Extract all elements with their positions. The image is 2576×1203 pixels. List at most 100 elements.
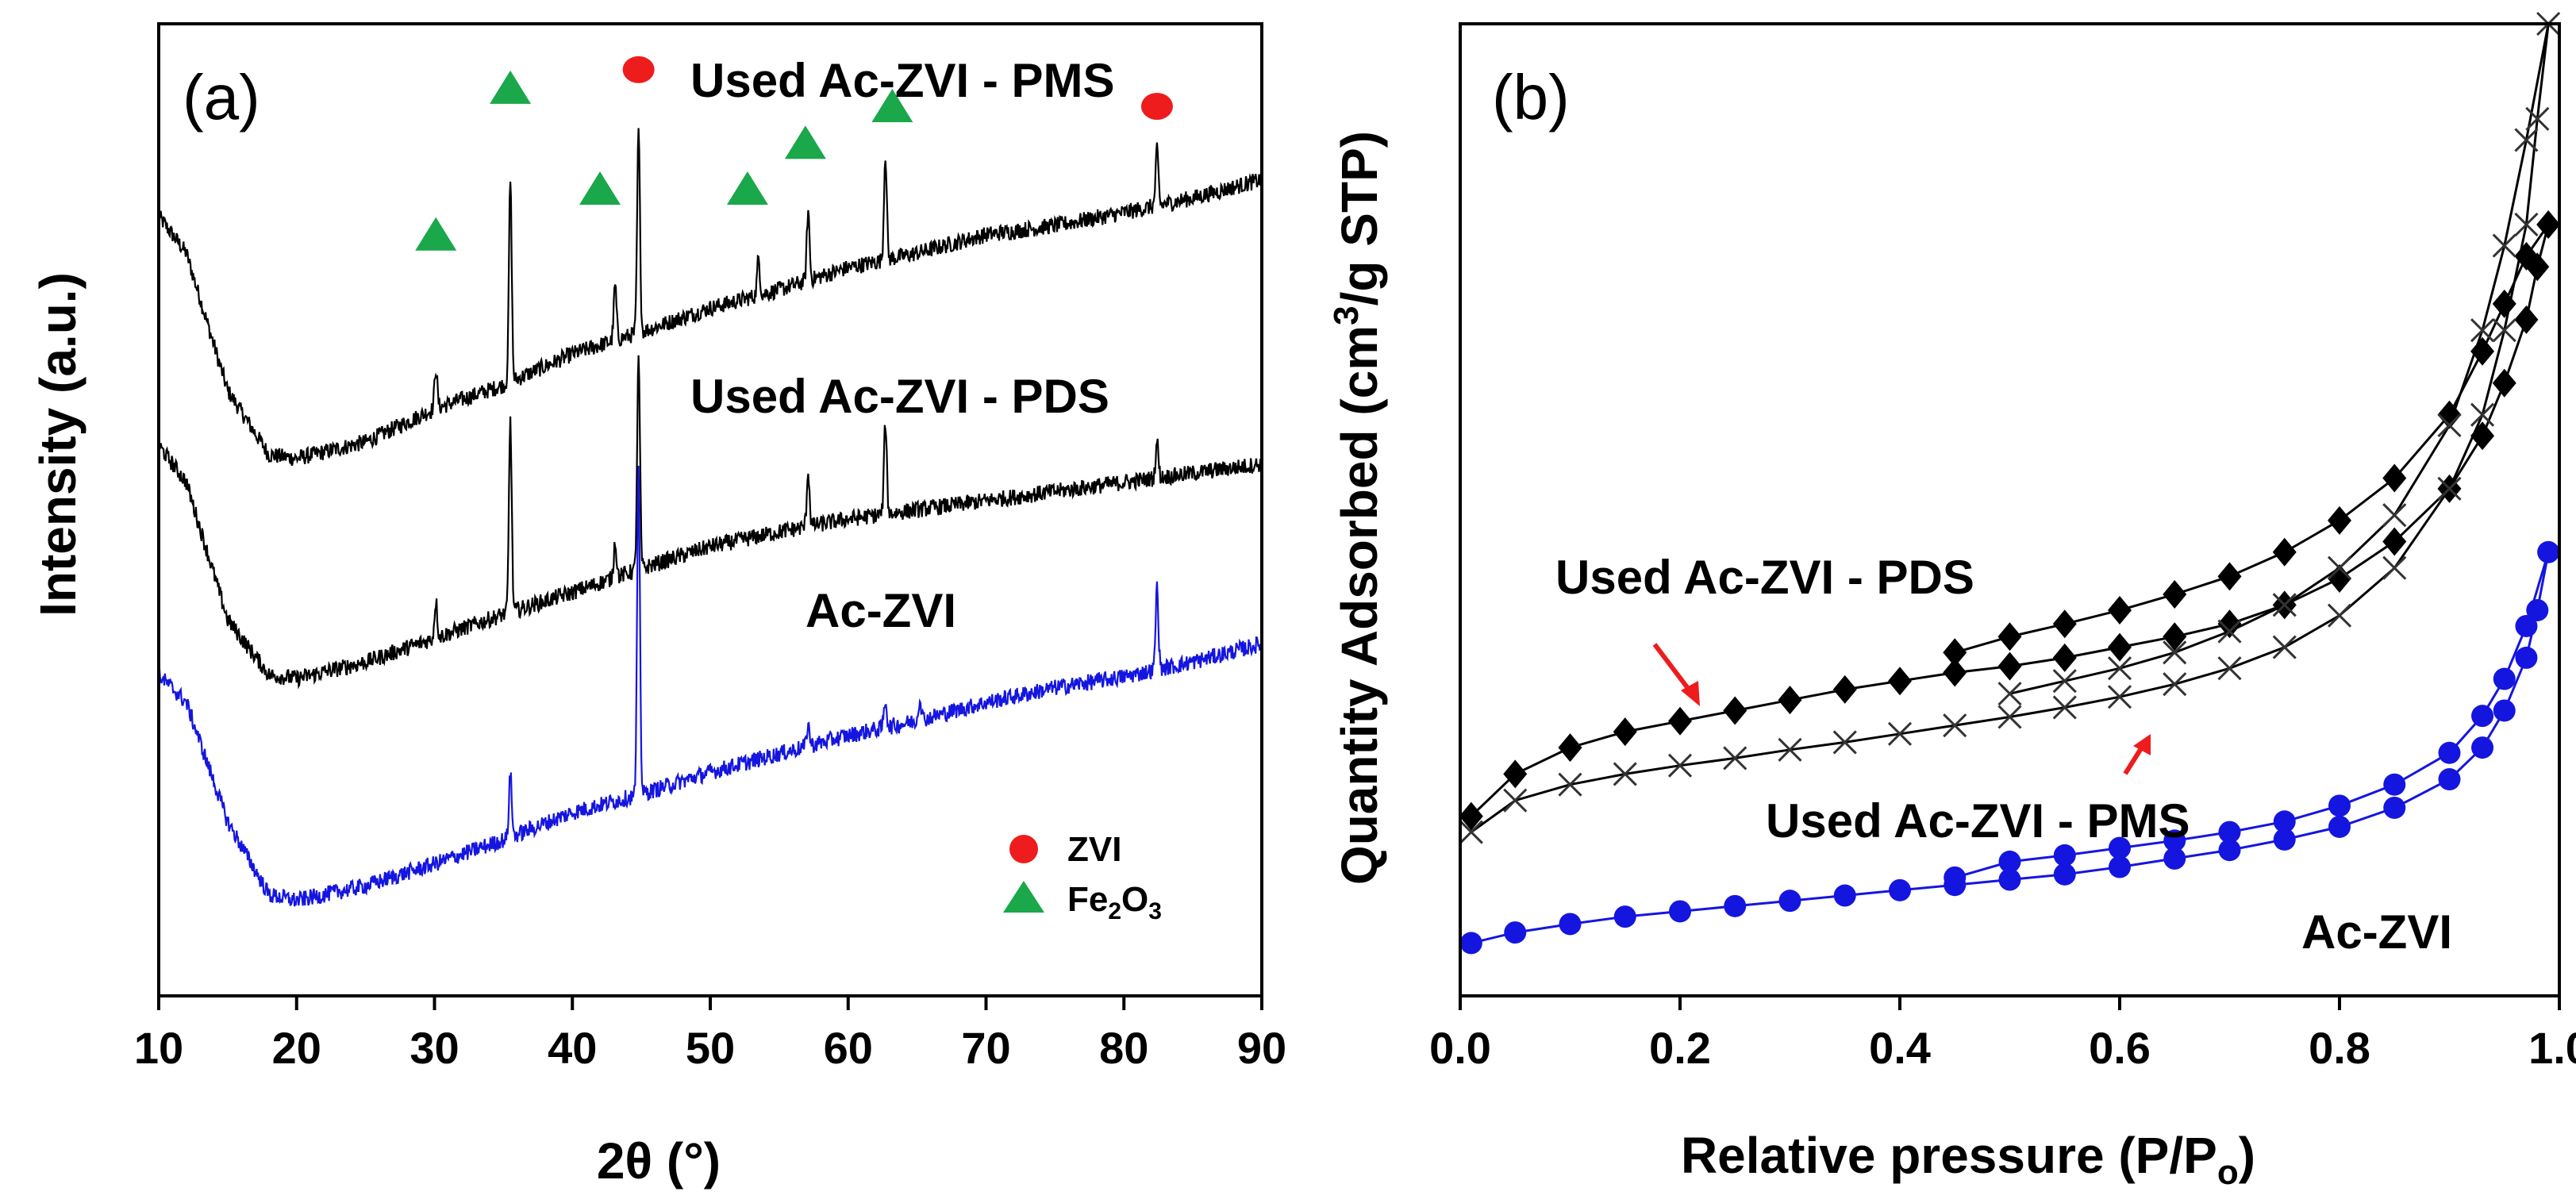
pds-data-point — [2470, 421, 2495, 451]
ac-zvi-data-point — [1559, 913, 1582, 936]
panel-a-peak-markers — [415, 56, 1173, 251]
pds-data-point — [1943, 658, 1967, 687]
ac-zvi-data-point — [2526, 598, 2549, 621]
pms-data-point — [2382, 555, 2407, 580]
ac-zvi-data-point — [1613, 905, 1636, 928]
pms-data-point — [2470, 402, 2495, 427]
x-tick-label: 0.6 — [2089, 1023, 2151, 1073]
ac-zvi-data-point — [1889, 878, 1911, 901]
ac-zvi-data-point — [2163, 847, 2186, 870]
x-tick-label: 50 — [686, 1023, 735, 1073]
ac-zvi-data-point — [2383, 773, 2406, 796]
pms-data-point — [1459, 820, 1483, 844]
fe2o3-peak-marker — [726, 171, 768, 206]
x-tick-label: 70 — [961, 1023, 1010, 1073]
ac-zvi-data-point — [2471, 705, 2494, 728]
pms-data-point — [2272, 635, 2297, 659]
panel-b-frame — [1459, 22, 2561, 997]
pms-data-point — [2163, 640, 2187, 665]
legend-fe2o3-label: Fe2O3 — [1067, 880, 1162, 924]
panel-a-y-axis-label: Intensity (a.u.) — [29, 272, 87, 617]
pds-data-point — [1778, 686, 1802, 715]
ac-zvi-data-point — [2218, 839, 2241, 862]
isotherm-branch-line — [1954, 224, 2550, 654]
x-tick-label: 0.8 — [2309, 1023, 2370, 1073]
pms-data-point — [2272, 593, 2297, 617]
legend-fe2o3-marker — [1003, 881, 1044, 913]
x-tick-label: 30 — [409, 1023, 459, 1073]
ac-zvi-data-point — [2218, 821, 2241, 844]
ac-zvi-data-point — [2493, 699, 2516, 722]
pds-data-point — [2217, 562, 2242, 591]
x-tick-label: 1.0 — [2528, 1023, 2576, 1073]
pms-data-point — [2217, 656, 2242, 681]
pms-data-point — [2492, 318, 2516, 343]
pms-data-point — [1997, 705, 2022, 729]
ac-zvi-data-point — [1504, 921, 1527, 944]
ac-zvi-data-point — [2328, 794, 2351, 817]
pms-data-point — [2514, 212, 2539, 237]
ac-zvi-data-point — [1944, 866, 1967, 889]
pms-data-point — [2107, 685, 2132, 709]
ac-zvi-data-point — [1998, 868, 2021, 891]
ac-zvi-data-point — [2438, 741, 2461, 764]
ac-zvi-data-point — [1459, 932, 1482, 955]
pds-data-point — [2163, 580, 2187, 609]
x-tick-label: 0.2 — [1649, 1023, 1711, 1073]
pds-data-point — [1832, 675, 1857, 704]
pms-data-point — [1943, 713, 1967, 738]
pds-data-point — [1558, 733, 1582, 763]
ac-zvi-data-point — [2109, 855, 2131, 878]
fe2o3-peak-marker — [784, 125, 826, 160]
pds-data-point — [2217, 609, 2242, 639]
pms-data-point — [2492, 233, 2516, 258]
zvi-peak-marker — [1140, 93, 1173, 121]
pds-data-point — [2536, 209, 2561, 239]
panel-b-x-axis-label: Relative pressure (P/Po) — [1681, 1127, 2255, 1192]
arrow-pms — [2123, 744, 2145, 775]
pms-data-point — [2327, 603, 2352, 628]
panel-a-xrd-chart: 10 20 30 40 50 60 70 80 90 (a) Used Ac-ZVI - PMS… — [29, 22, 1286, 1190]
panel-b-series-points — [1459, 11, 2561, 955]
panel-a-legend: ZVI Fe2O3 — [1003, 830, 1162, 924]
ac-zvi-data-point — [2471, 736, 2494, 759]
isotherm-branch-line — [1470, 23, 2550, 833]
panel-a-x-ticks: 10 20 30 40 50 60 70 80 90 — [134, 996, 1286, 1073]
zvi-peak-marker — [622, 56, 655, 83]
pds-data-point — [1723, 696, 1747, 725]
annotation-arrows — [1652, 643, 2151, 775]
x-tick-label: 90 — [1237, 1023, 1286, 1073]
pds-data-point — [1459, 801, 1483, 831]
legend-zvi-label: ZVI — [1067, 830, 1121, 869]
ac-zvi-data-point — [2515, 614, 2538, 637]
pds-data-point — [2492, 289, 2516, 318]
pms-data-point — [2052, 695, 2077, 720]
pds-data-point — [2382, 463, 2407, 493]
pms-data-point — [2052, 669, 2077, 694]
legend-zvi-marker — [1009, 835, 1038, 863]
ac-zvi-data-point — [1778, 890, 1801, 913]
xrd-series-line — [157, 355, 1263, 690]
pds-data-point — [2328, 564, 2351, 594]
ac-zvi-data-point — [2493, 667, 2516, 690]
ac-zvi-data-point — [2053, 844, 2076, 867]
pms-data-point — [1667, 753, 1693, 778]
pms-data-point — [1778, 737, 1802, 762]
pms-data-point — [1558, 772, 1582, 797]
pms-data-point — [2514, 128, 2539, 152]
pds-data-point — [1888, 667, 1912, 696]
pds-data-point — [2052, 609, 2077, 639]
x-tick-label: 20 — [272, 1023, 321, 1073]
series-label-used-ac-zvi-pms: Used Ac-ZVI - PMS — [1766, 794, 2190, 847]
ac-zvi-data-point — [2515, 646, 2538, 669]
pds-data-point — [1503, 759, 1528, 789]
ac-zvi-data-point — [2438, 768, 2461, 791]
series-label-used-ac-zvi-pds: Used Ac-ZVI - PDS — [1555, 551, 1974, 604]
series-label-ac-zvi: Ac-ZVI — [2301, 905, 2452, 959]
pms-data-point — [2163, 672, 2187, 697]
ac-zvi-data-point — [1669, 900, 1691, 923]
pms-data-point — [2217, 619, 2242, 644]
fe2o3-peak-marker — [871, 89, 913, 123]
isotherm-branch-line — [2009, 23, 2550, 695]
